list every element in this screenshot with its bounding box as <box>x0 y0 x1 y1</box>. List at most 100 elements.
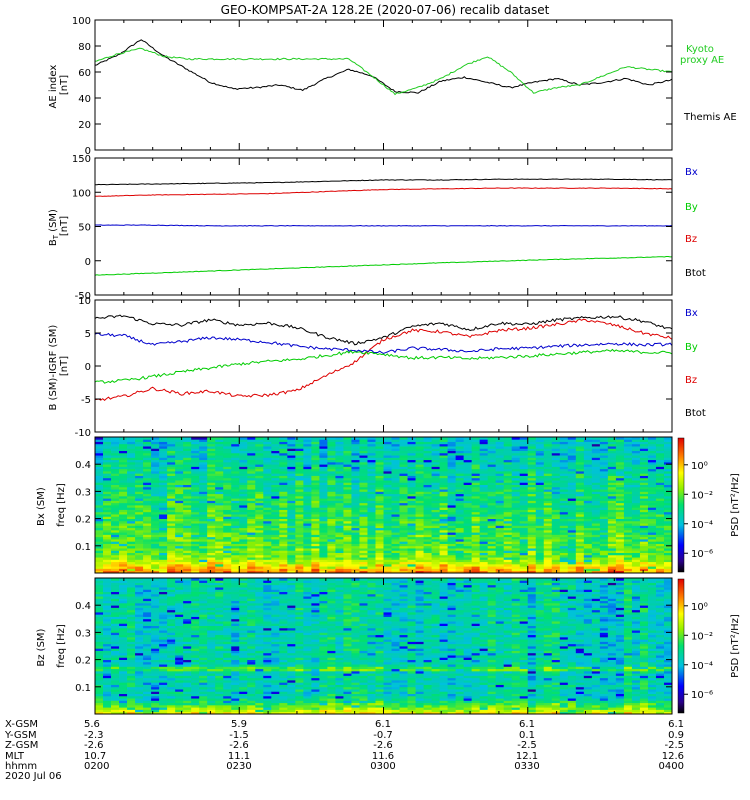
specx-cell <box>319 552 328 556</box>
specx-cell <box>191 495 200 499</box>
specx-cell <box>215 493 224 497</box>
specx-cell <box>567 516 577 519</box>
specx-cell <box>495 568 505 572</box>
specx-cell <box>263 448 272 451</box>
specx-cell <box>367 452 376 456</box>
specz-cell <box>127 698 136 701</box>
specx-cell <box>535 568 545 572</box>
specx-cell <box>599 539 609 542</box>
specx-cell <box>151 443 160 447</box>
specx-cell <box>159 493 168 497</box>
specx-cell <box>351 534 360 538</box>
specx-cell <box>135 480 144 483</box>
specx-cell <box>423 563 432 567</box>
specz-cell <box>159 659 168 663</box>
specx-cell <box>279 480 288 483</box>
specx-cell <box>535 507 545 510</box>
specx-cell <box>319 566 328 569</box>
specz-cell <box>95 634 104 638</box>
specx-cell <box>495 464 505 467</box>
specx-cell <box>327 505 336 508</box>
specx-cell <box>591 457 601 461</box>
specx-cell <box>239 495 248 499</box>
specx-cell <box>583 523 593 526</box>
specx-cell <box>239 518 248 522</box>
specx-cell <box>111 457 120 461</box>
specx-cell <box>447 457 457 461</box>
specx-cell <box>271 514 280 517</box>
specx-cell <box>511 491 521 495</box>
specx-cell <box>327 484 336 488</box>
specx-cell <box>423 468 432 472</box>
specx-cell <box>567 536 577 540</box>
specx-cell <box>327 557 336 560</box>
specx-cell <box>199 561 208 565</box>
specx-cell <box>455 448 465 451</box>
specx-cell <box>175 489 184 492</box>
specx-cell <box>623 459 633 463</box>
specx-cell <box>495 473 505 476</box>
specx-cell <box>495 475 505 479</box>
specx-cell <box>455 543 465 547</box>
specx-cell <box>663 570 673 574</box>
specx-cell <box>127 461 136 465</box>
specx-cell <box>471 520 481 524</box>
specx-cell <box>535 495 545 499</box>
specx-cell <box>135 536 144 540</box>
specx-cell <box>623 464 633 467</box>
specx-cell <box>95 552 104 556</box>
specx-cell <box>487 548 497 551</box>
specx-cell <box>199 500 208 504</box>
specx-cell <box>575 441 585 445</box>
specx-cell <box>479 566 489 569</box>
specx-cell <box>119 450 128 454</box>
specz-cell <box>127 691 136 694</box>
specx-cell <box>495 466 505 470</box>
specx-cell <box>471 446 481 449</box>
specx-cell <box>295 563 304 567</box>
specx-cell <box>527 550 537 553</box>
specx-cell <box>199 455 208 458</box>
specx-cell <box>239 563 248 567</box>
cbar-tick-label: 10⁰ <box>691 461 708 472</box>
specx-cell <box>159 559 168 563</box>
specz-cell <box>119 587 128 590</box>
specx-cell <box>519 466 529 470</box>
specx-cell <box>207 536 216 540</box>
specx-cell <box>327 559 336 563</box>
specx-cell <box>655 482 665 485</box>
specx-cell <box>487 459 497 463</box>
specx-cell <box>383 523 392 526</box>
specx-cell <box>463 466 473 470</box>
specx-cell <box>511 437 521 440</box>
specx-cell <box>151 489 160 492</box>
specx-cell <box>135 482 144 485</box>
specx-cell <box>535 557 545 560</box>
specx-cell <box>439 475 449 479</box>
specx-cell <box>375 495 384 499</box>
specx-cell <box>535 484 545 488</box>
specx-cell <box>591 520 601 524</box>
specz-cell <box>159 668 168 672</box>
specx-cell <box>135 541 144 544</box>
specx-cell <box>127 448 136 451</box>
specx-cell <box>487 514 497 517</box>
specx-cell <box>343 559 352 563</box>
specx-cell <box>199 536 208 540</box>
specx-cell <box>135 493 144 497</box>
specx-cell <box>567 493 577 497</box>
specx-cell <box>263 529 272 533</box>
specx-cell <box>263 541 272 544</box>
specx-cell <box>327 543 336 547</box>
specx-cell <box>279 527 288 531</box>
specx-cell <box>143 511 152 515</box>
specx-cell <box>383 511 392 515</box>
specx-cell <box>415 484 424 488</box>
specz-cell <box>127 707 136 710</box>
specx-cell <box>463 471 473 474</box>
specx-cell <box>295 550 304 553</box>
specx-cell <box>519 548 529 551</box>
specz-cell <box>103 612 112 615</box>
specx-cell <box>503 448 513 451</box>
specx-cell <box>623 468 633 472</box>
